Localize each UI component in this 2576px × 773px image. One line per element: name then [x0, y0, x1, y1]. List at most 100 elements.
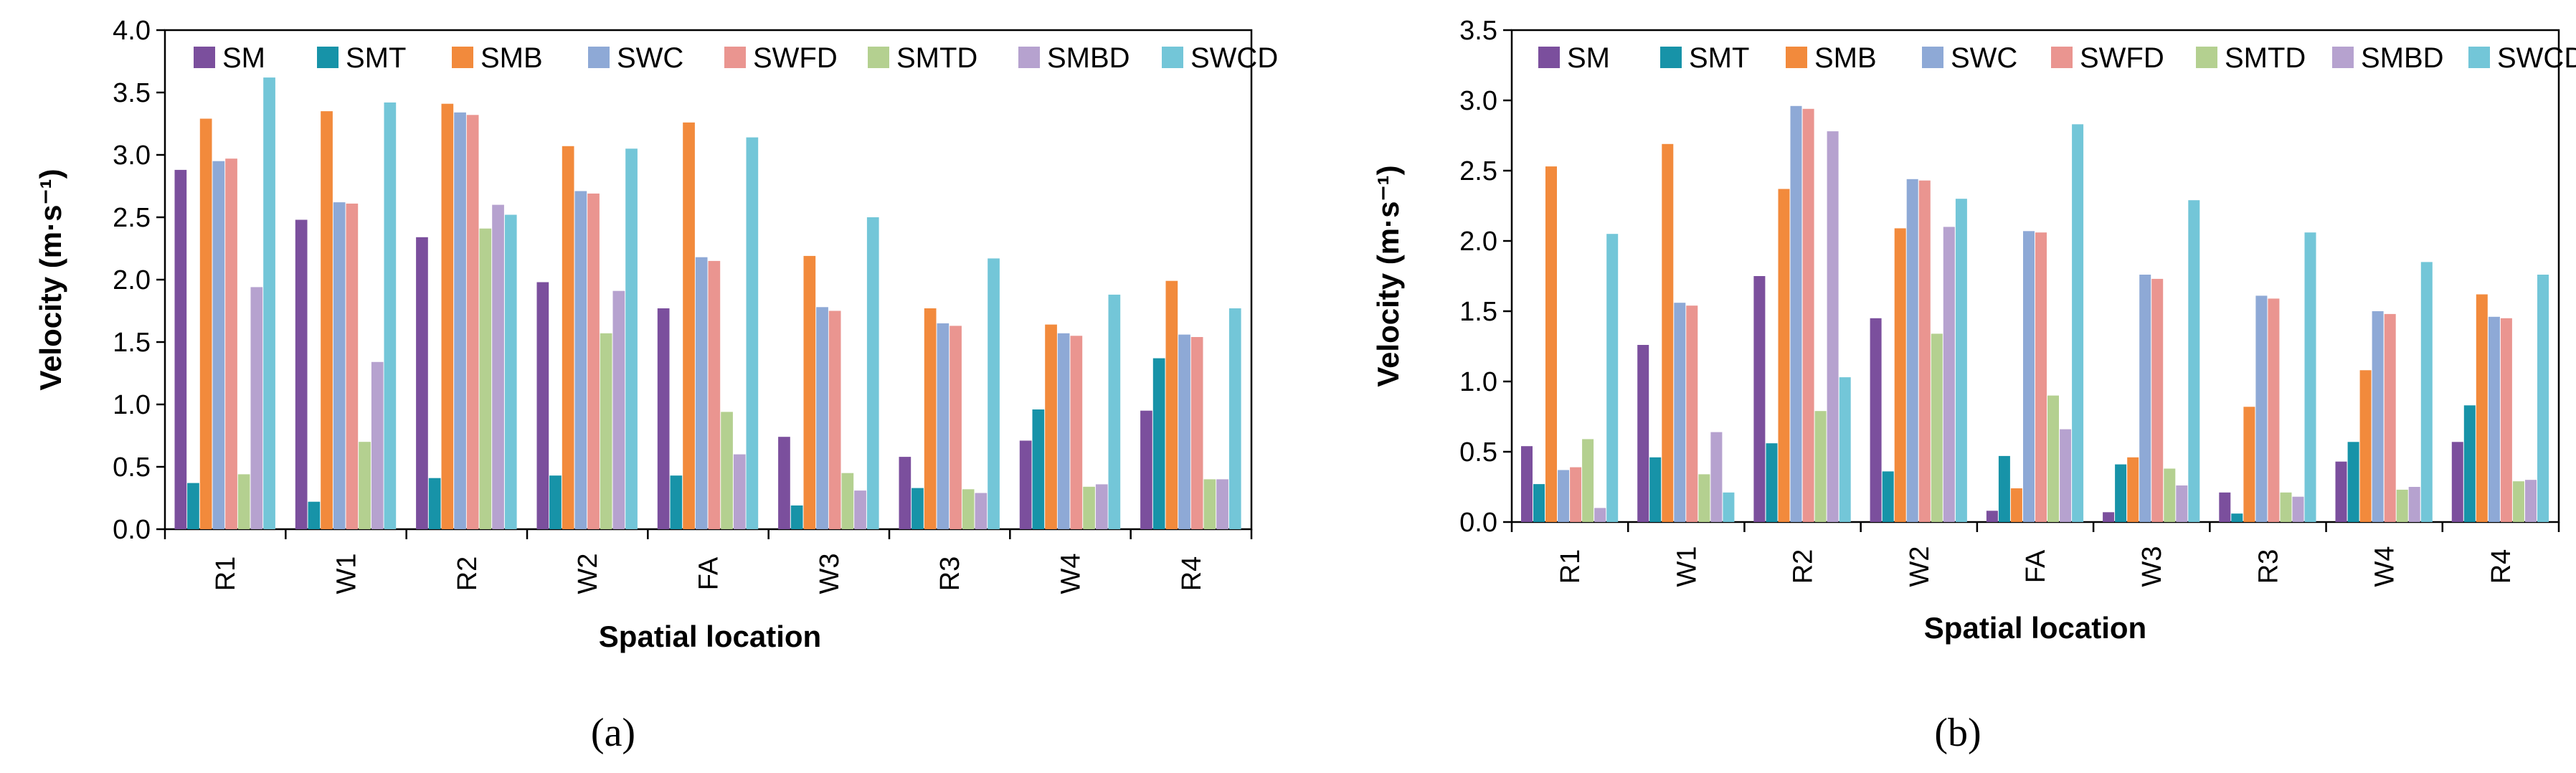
bar-swfd-r3 — [950, 326, 962, 529]
legend-label-smt: SMT — [346, 42, 406, 74]
legend-label-swc: SWC — [617, 42, 683, 74]
bar-swc-w1 — [1674, 303, 1686, 522]
panel-label: (a) — [591, 711, 635, 755]
bar-smbd-w2 — [1943, 227, 1955, 522]
bar-smb-w4 — [2359, 370, 2372, 522]
bar-sm-r4 — [2451, 442, 2463, 522]
bar-sm-w2 — [1870, 318, 1882, 522]
x-tick-label: W3 — [815, 554, 845, 594]
legend-label-smbd: SMBD — [1047, 42, 1130, 74]
y-tick-label: 0.0 — [1459, 508, 1497, 538]
bar-swc-r4 — [1178, 334, 1190, 529]
bar-swfd-r3 — [2268, 298, 2280, 522]
bar-smbd-fa — [2060, 429, 2072, 522]
bar-smt-w1 — [1649, 457, 1662, 522]
bar-smb-w4 — [1045, 324, 1057, 529]
bar-swc-w2 — [574, 191, 587, 529]
bar-smt-r1 — [187, 483, 199, 529]
bar-swc-w3 — [2139, 275, 2151, 522]
bar-smt-w3 — [790, 505, 803, 529]
bar-swfd-w2 — [587, 193, 600, 529]
bar-smt-r3 — [911, 488, 924, 529]
y-tick-label: 2.0 — [113, 265, 151, 295]
bar-smtd-w1 — [359, 442, 371, 529]
bar-smtd-w4 — [2396, 489, 2408, 522]
bar-swcd-r3 — [988, 258, 1000, 529]
bar-smt-r2 — [1766, 443, 1778, 522]
y-tick-label: 0.5 — [113, 452, 151, 483]
bar-swcd-r4 — [1228, 308, 1241, 529]
bar-sm-fa — [1986, 511, 1998, 522]
bar-swfd-r1 — [225, 158, 237, 529]
bar-swfd-r2 — [466, 115, 479, 530]
bar-smb-fa — [683, 122, 695, 530]
bar-swcd-fa — [746, 137, 759, 530]
bar-swfd-w3 — [828, 310, 841, 529]
bar-smbd-r4 — [2525, 480, 2537, 522]
bar-swfd-r1 — [1570, 467, 1582, 522]
bar-smtd-fa — [2047, 395, 2059, 522]
bar-sm-r3 — [2219, 492, 2231, 522]
chart-panel-b: 0.0 0.5 1.0 1.5 2.0 2.5 3.0 3.5 R1 W1 R2 W2 FA W3 R3 W4… — [1371, 16, 2576, 755]
bar-smtd-w3 — [2164, 468, 2176, 522]
bar-smb-r2 — [1778, 189, 1790, 522]
bar-swfd-w1 — [1686, 305, 1698, 522]
legend-swatch-swc — [1922, 47, 1943, 68]
legend-label-smbd: SMBD — [2361, 42, 2444, 74]
bar-sm-r1 — [174, 169, 187, 529]
bar-swcd-w2 — [1955, 199, 1967, 522]
bar-smbd-w3 — [854, 490, 866, 529]
bar-smtd-fa — [721, 412, 733, 529]
bar-smt-fa — [1998, 455, 2010, 522]
x-tick-label: W4 — [2370, 546, 2400, 587]
bar-swcd-w4 — [2420, 262, 2433, 522]
legend-label-sm: SM — [1567, 42, 1610, 74]
bar-sm-r4 — [1140, 410, 1152, 529]
y-tick-label: 3.0 — [1459, 86, 1497, 116]
legend-label-smb: SMB — [1814, 42, 1877, 74]
bar-swcd-w1 — [1723, 492, 1735, 522]
bar-swfd-w2 — [1918, 180, 1931, 522]
bar-swfd-w1 — [346, 203, 359, 529]
bar-sm-r2 — [416, 237, 428, 529]
x-tick-label: R2 — [1789, 549, 1819, 584]
legend-swatch-sm — [1538, 47, 1560, 68]
bar-smtd-r1 — [237, 474, 250, 529]
bar-smbd-r2 — [492, 204, 504, 529]
legend-label-swfd: SWFD — [2080, 42, 2164, 74]
x-tick-label: W2 — [573, 554, 603, 594]
bar-sm-r2 — [1753, 276, 1766, 522]
x-tick-label: R2 — [453, 556, 483, 592]
bar-smb-r3 — [2243, 407, 2255, 522]
bar-swcd-w4 — [1108, 294, 1121, 529]
bar-smt-w2 — [1882, 471, 1894, 522]
legend-swatch-smb — [452, 47, 473, 68]
x-axis-title: Spatial location — [599, 620, 821, 653]
y-tick-label: 4.0 — [113, 16, 151, 46]
y-tick-label: 1.5 — [113, 328, 151, 358]
chart-panel-a: 0.0 0.5 1.0 1.5 2.0 2.5 3.0 3.5 4.0 R1 W1 R2 W2 FA W3 R… — [34, 16, 1278, 755]
bar-smb-r3 — [924, 308, 937, 529]
bar-smbd-w4 — [1095, 484, 1108, 529]
y-tick-label: 1.0 — [113, 390, 151, 420]
bar-smb-w2 — [562, 146, 574, 530]
bar-sm-w3 — [778, 437, 790, 529]
y-tick-label: 3.0 — [113, 141, 151, 171]
y-axis-title: Velocity (m·s⁻¹) — [34, 169, 67, 390]
bar-smbd-w3 — [2176, 485, 2188, 522]
bar-swc-r3 — [2255, 295, 2268, 522]
legend-swatch-swfd — [724, 47, 746, 68]
bar-smtd-w3 — [841, 473, 854, 529]
bar-smb-r1 — [1545, 166, 1557, 522]
y-tick-label: 0.0 — [113, 515, 151, 545]
bar-swc-w4 — [1057, 333, 1070, 529]
x-tick-label: R4 — [1177, 556, 1207, 592]
y-tick-label: 0.5 — [1459, 437, 1497, 468]
bar-sm-w3 — [2103, 512, 2115, 522]
bar-smt-w1 — [308, 501, 321, 529]
x-tick-label: FA — [694, 556, 724, 590]
bar-smbd-r1 — [250, 287, 263, 529]
x-tick-label: W4 — [1056, 554, 1086, 594]
bar-smbd-r3 — [2292, 496, 2304, 522]
